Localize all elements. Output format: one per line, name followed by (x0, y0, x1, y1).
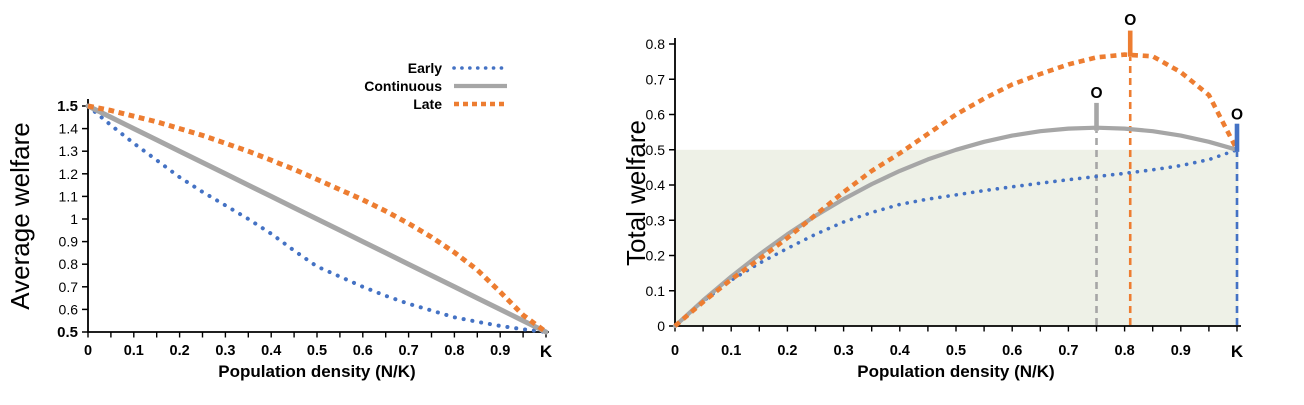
y-tick-label: 1.5 (57, 98, 78, 115)
y-tick-label: 0.1 (646, 283, 666, 299)
x-tick-label: 0.2 (170, 343, 190, 359)
chart-total-welfare: 0 0.1 0.2 0.3 0.4 0.5 0.6 0.7 0.8 0 0.1 0.2 0.3 0.4 0.… (646, 12, 1244, 361)
series-continuous-curve (672, 125, 1240, 329)
series-late-curve (87, 103, 548, 335)
legend-label: Late (413, 96, 442, 112)
y-tick-label: 0.3 (646, 212, 666, 228)
x-tick-label: 0.1 (124, 343, 144, 359)
y-tick-label: 0.5 (646, 142, 666, 158)
y-tick-label: 1 (70, 211, 78, 227)
y-tick-label: 0.4 (646, 177, 666, 193)
series-late-curve (673, 52, 1240, 328)
x-tick-label: 0.4 (261, 343, 281, 359)
right-y-axis-title: Total welfare (621, 120, 651, 266)
x-tick-label: 0.5 (946, 343, 966, 359)
x-tick-label: 0 (671, 343, 679, 359)
early-optimum-label: O (1231, 106, 1243, 123)
y-tick-label: 0.2 (646, 248, 666, 264)
y-tick-label: 0.6 (59, 301, 79, 317)
y-tick-label: 0.9 (59, 234, 79, 250)
y-tick-label: 1.4 (59, 121, 79, 137)
y-tick-label: 0.6 (646, 107, 666, 123)
legend-item-late: Late (334, 95, 509, 113)
legend: Early Continuous Late (334, 59, 509, 113)
continuous-optimum-label: O (1090, 85, 1102, 102)
x-tick-label: 0.1 (721, 343, 741, 359)
series-early-curve (673, 148, 1239, 328)
legend-sample-solid-line (454, 83, 507, 89)
x-tick-label: 0.3 (834, 343, 854, 359)
x-tick-label: 0.5 (307, 343, 327, 359)
series-early-curve (86, 104, 548, 334)
y-tick-label: 0.7 (59, 279, 79, 295)
legend-item-continuous: Continuous (334, 77, 509, 95)
legend-sample-dashed-line (454, 101, 507, 107)
legend-label: Early (407, 60, 442, 76)
y-tick-label: 0.5 (57, 324, 78, 341)
x-tick-label: 0.8 (1115, 343, 1135, 359)
right-x-axis-title: Population density (N/K) (857, 362, 1055, 381)
x-tick-label: 0.2 (777, 343, 797, 359)
left-y-axis-title: Average welfare (5, 122, 35, 310)
x-tick-label: 0.3 (215, 343, 235, 359)
y-tick-label: 0.8 (646, 36, 666, 52)
late-optimum-label: O (1124, 12, 1136, 29)
chart-average-welfare: 0.5 0.6 0.7 0.8 0.9 1 1.1 1.2 1.3 1.4 1.5 0 0.1 0.2 0.… (57, 98, 553, 361)
x-tick-label: 0.9 (490, 343, 510, 359)
left-x-axis-title: Population density (N/K) (218, 362, 416, 381)
x-tick-label: 0.4 (890, 343, 910, 359)
y-tick-label: 1.2 (59, 166, 79, 182)
x-tick-label: 0.6 (353, 343, 373, 359)
y-tick-label: 1.3 (59, 143, 79, 159)
y-tick-label: 0 (657, 318, 665, 334)
legend-sample-dotted-line (452, 66, 509, 70)
legend-label: Continuous (364, 78, 442, 94)
y-tick-label: 0.8 (59, 256, 79, 272)
x-tick-label: K (1231, 342, 1244, 361)
x-tick-label: 0.7 (399, 343, 419, 359)
x-tick-label: 0.9 (1171, 343, 1191, 359)
x-tick-label: 0.8 (444, 343, 464, 359)
x-tick-label: 0.7 (1058, 343, 1078, 359)
x-tick-label: K (540, 342, 553, 361)
y-tick-label: 0.7 (646, 71, 666, 87)
shaded-region (675, 149, 1239, 327)
x-tick-label: 0.6 (1002, 343, 1022, 359)
legend-item-early: Early (334, 59, 509, 77)
y-tick-label: 1.1 (59, 188, 79, 204)
x-tick-label: 0 (84, 343, 92, 359)
series-continuous-curve (85, 103, 549, 335)
